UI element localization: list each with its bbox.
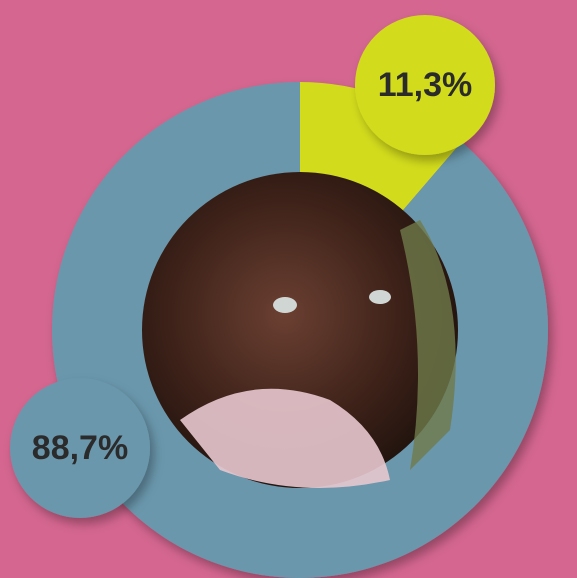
data-label: 88,7% xyxy=(32,429,128,467)
photo xyxy=(142,172,458,488)
data-label: 11,3% xyxy=(378,66,473,104)
chart: 11,3% 88,7% xyxy=(0,0,577,578)
photo-eye xyxy=(273,297,297,313)
page: 11,3%88,7% (() => { const data = JSON.pa… xyxy=(0,0,577,578)
photo-eye xyxy=(369,290,391,304)
